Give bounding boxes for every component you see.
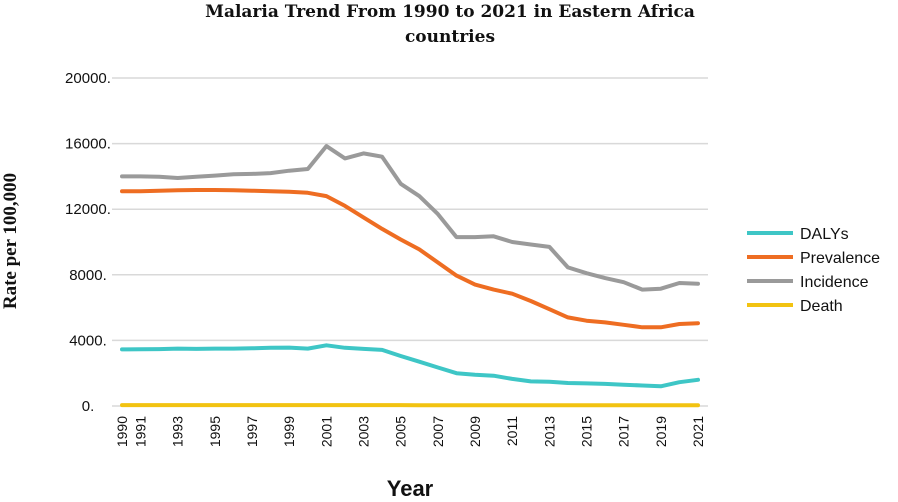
legend-label-dalys: DALYs — [800, 226, 849, 243]
x-tick-label-2013: 2013 — [541, 416, 557, 447]
y-axis-tick-labels: 0. 4000. 8000. 12000. 16000. 20000. — [65, 70, 111, 415]
series-lines — [120, 144, 700, 408]
y-tick-label-16000: 16000. — [65, 136, 111, 153]
legend-label-prevalence: Prevalence — [800, 250, 880, 267]
x-tick-label-2017: 2017 — [616, 416, 632, 447]
x-axis-tick-labels: 1990 1991 1993 1995 1997 1999 2001 2003 2005 2007… — [114, 416, 706, 447]
y-axis-label: Rate per 100,000 — [0, 173, 21, 309]
x-tick-label-2021: 2021 — [690, 416, 706, 447]
legend-label-incidence: Incidence — [800, 274, 869, 291]
chart-title-line-1: Malaria Trend From 1990 to 2021 in Easte… — [205, 2, 695, 22]
series-line-prevalence — [120, 188, 700, 330]
x-tick-label-1997: 1997 — [244, 416, 260, 447]
series-line-incidence — [120, 144, 700, 292]
x-tick-label-2011: 2011 — [504, 416, 520, 446]
chart-title-line-2: countries — [405, 27, 495, 47]
x-tick-label-2009: 2009 — [467, 416, 483, 447]
x-tick-label-2001: 2001 — [318, 416, 334, 447]
y-tick-label-4000: 4000. — [69, 332, 107, 349]
y-tick-label-8000: 8000. — [69, 267, 107, 284]
x-tick-label-2015: 2015 — [579, 416, 595, 447]
x-tick-label-2005: 2005 — [393, 416, 409, 447]
x-tick-label-2007: 2007 — [430, 416, 446, 447]
x-tick-label-1995: 1995 — [207, 416, 223, 447]
x-tick-label-1999: 1999 — [281, 416, 297, 447]
y-tick-label-20000: 20000. — [65, 70, 111, 87]
legend: DALYs Prevalence Incidence Death — [747, 226, 880, 315]
x-axis-label: Year — [387, 476, 434, 501]
x-tick-label-1990: 1990 — [114, 416, 130, 447]
x-tick-label-1991: 1991 — [133, 416, 149, 447]
x-tick-label-1993: 1993 — [170, 416, 186, 447]
x-tick-label-2019: 2019 — [653, 416, 669, 447]
y-tick-label-0: 0. — [82, 398, 95, 415]
y-tick-label-12000: 12000. — [65, 201, 111, 218]
series-line-dalys — [120, 343, 700, 389]
x-tick-label-2003: 2003 — [356, 416, 372, 447]
legend-label-death: Death — [800, 298, 843, 315]
